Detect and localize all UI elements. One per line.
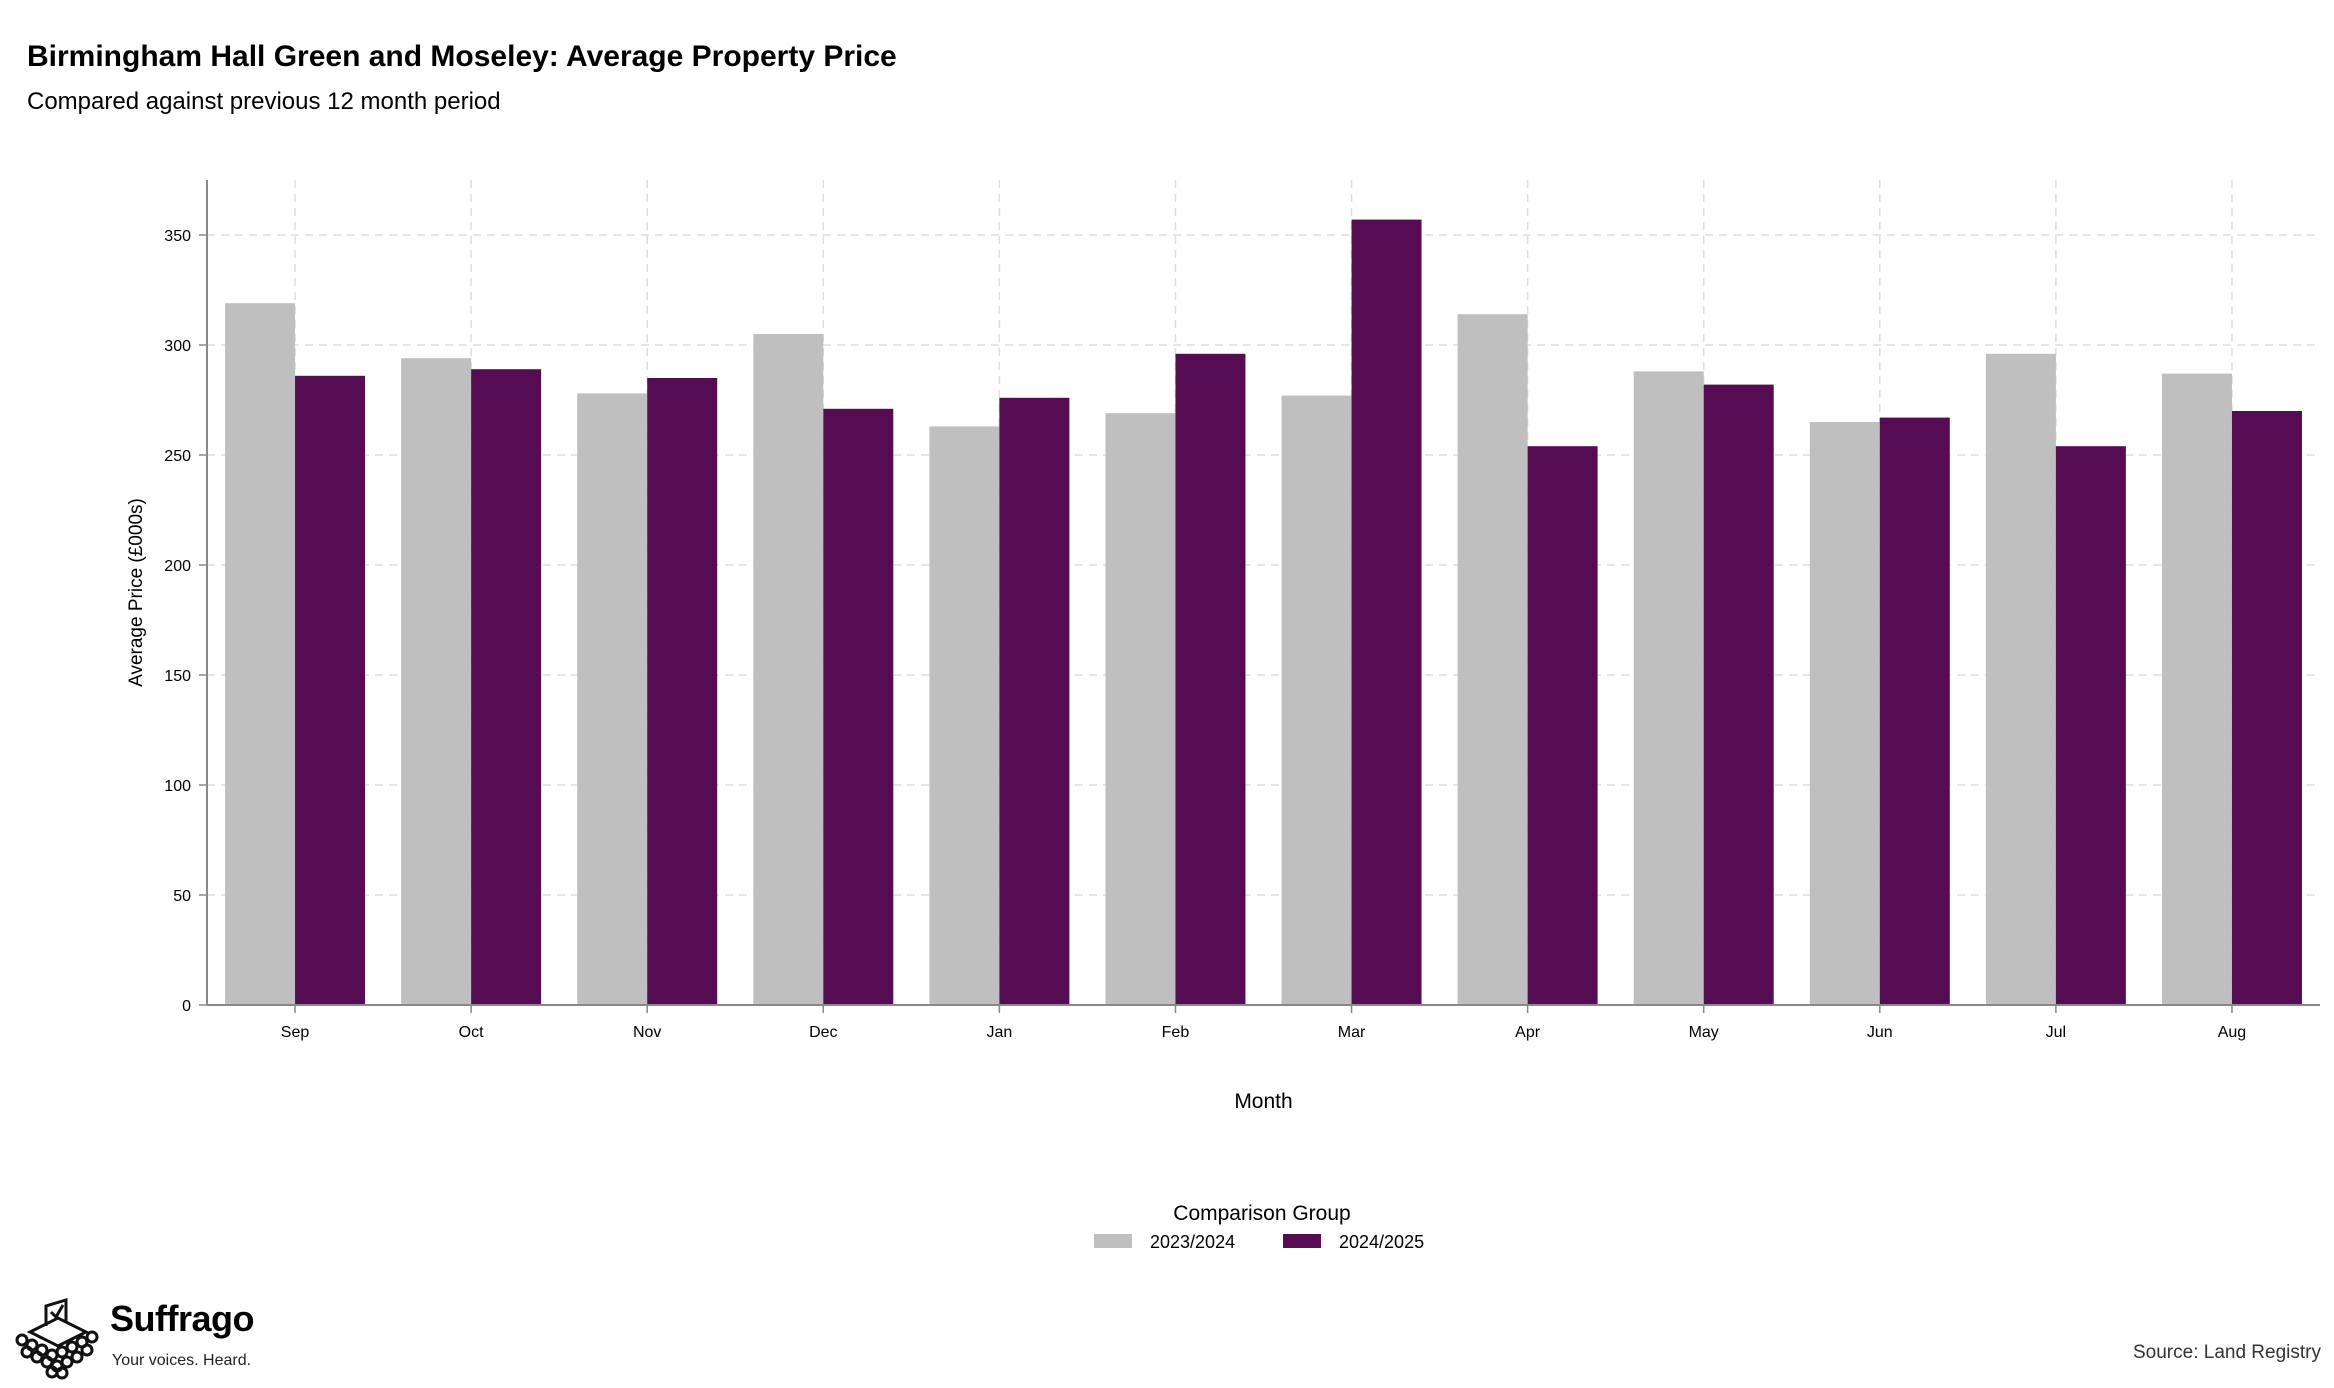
bars — [225, 219, 2302, 1006]
x-tick-label: Feb — [1162, 1024, 1190, 1041]
x-tick-label: Apr — [1515, 1024, 1541, 1041]
y-axis-title: Average Price (£000s) — [126, 498, 147, 687]
x-tick-label: Jun — [1867, 1024, 1893, 1041]
bar-2023-2024-dec — [753, 334, 824, 1005]
x-tick-label: Aug — [2218, 1024, 2246, 1041]
x-tick-label: Sep — [281, 1024, 310, 1041]
x-tick-label: Jul — [2046, 1024, 2066, 1041]
chart-subtitle: Compared against previous 12 month perio… — [27, 88, 501, 115]
bar-2024-2025-feb — [1175, 353, 1246, 1005]
brand-logo: Suffrago Your voices. Heard. — [12, 1292, 332, 1382]
bar-2024-2025-sep — [295, 375, 366, 1005]
source-note: Source: Land Registry — [2133, 1342, 2321, 1363]
bar-2024-2025-jul — [2055, 446, 2126, 1005]
bar-2023-2024-jan — [929, 426, 1000, 1005]
x-tick-label: Mar — [1338, 1024, 1366, 1041]
bar-2024-2025-jun — [1879, 417, 1950, 1006]
y-tick-label: 150 — [164, 668, 191, 685]
bar-2024-2025-apr — [1527, 446, 1598, 1005]
legend-swatch-2023-2024 — [1094, 1234, 1132, 1248]
bar-2023-2024-oct — [401, 358, 472, 1005]
bar-2024-2025-oct — [471, 369, 542, 1005]
bar-2023-2024-apr — [1457, 314, 1528, 1005]
x-tick-label: Nov — [633, 1024, 661, 1041]
bar-2023-2024-mar — [1281, 395, 1352, 1006]
y-tick-label: 0 — [182, 998, 191, 1015]
x-tick-label: May — [1689, 1024, 1719, 1041]
bar-2024-2025-nov — [647, 378, 718, 1005]
x-axis-title: Month — [1234, 1090, 1292, 1113]
y-tick-label: 250 — [164, 448, 191, 465]
axes: 0 50 100 150 200 250 300 350 Sep Oct Nov Dec Jan Feb M… — [126, 180, 2320, 1113]
ballot-box-icon — [15, 1297, 99, 1380]
legend-label-2023-2024: 2023/2024 — [1150, 1232, 1235, 1252]
brand-tagline: Your voices. Heard. — [112, 1352, 252, 1369]
bar-2023-2024-may — [1633, 371, 1704, 1005]
bar-2023-2024-jun — [1809, 422, 1880, 1005]
y-tick-label: 350 — [164, 228, 191, 245]
brand-name: Suffrago — [110, 1298, 255, 1339]
bar-2024-2025-dec — [823, 408, 894, 1005]
bar-2024-2025-mar — [1351, 219, 1422, 1006]
legend-label-2024-2025: 2024/2025 — [1339, 1232, 1424, 1252]
x-tick-label: Jan — [986, 1024, 1012, 1041]
bar-2023-2024-aug — [2161, 373, 2232, 1006]
x-tick-label: Dec — [809, 1024, 837, 1041]
bar-2024-2025-aug — [2231, 411, 2302, 1005]
x-tick-label: Oct — [459, 1024, 484, 1041]
y-tick-label: 200 — [164, 558, 191, 575]
legend-swatch-2024-2025 — [1283, 1234, 1321, 1248]
bar-2023-2024-nov — [577, 393, 648, 1005]
legend: Comparison Group 2023/2024 2024/2025 — [1094, 1202, 1424, 1252]
bar-2023-2024-sep — [225, 303, 296, 1005]
bar-2023-2024-jul — [1985, 353, 2056, 1005]
bar-2023-2024-feb — [1105, 413, 1176, 1005]
y-tick-label: 100 — [164, 778, 191, 795]
bar-2024-2025-jan — [999, 397, 1070, 1005]
legend-title: Comparison Group — [1173, 1202, 1350, 1225]
bar-2024-2025-may — [1703, 384, 1774, 1006]
bar-chart: 0 50 100 150 200 250 300 350 Sep Oct Nov Dec Jan Feb M… — [126, 180, 2320, 1252]
y-tick-label: 50 — [173, 888, 191, 905]
chart-title: Birmingham Hall Green and Moseley: Avera… — [27, 40, 897, 73]
y-tick-label: 300 — [164, 338, 191, 355]
